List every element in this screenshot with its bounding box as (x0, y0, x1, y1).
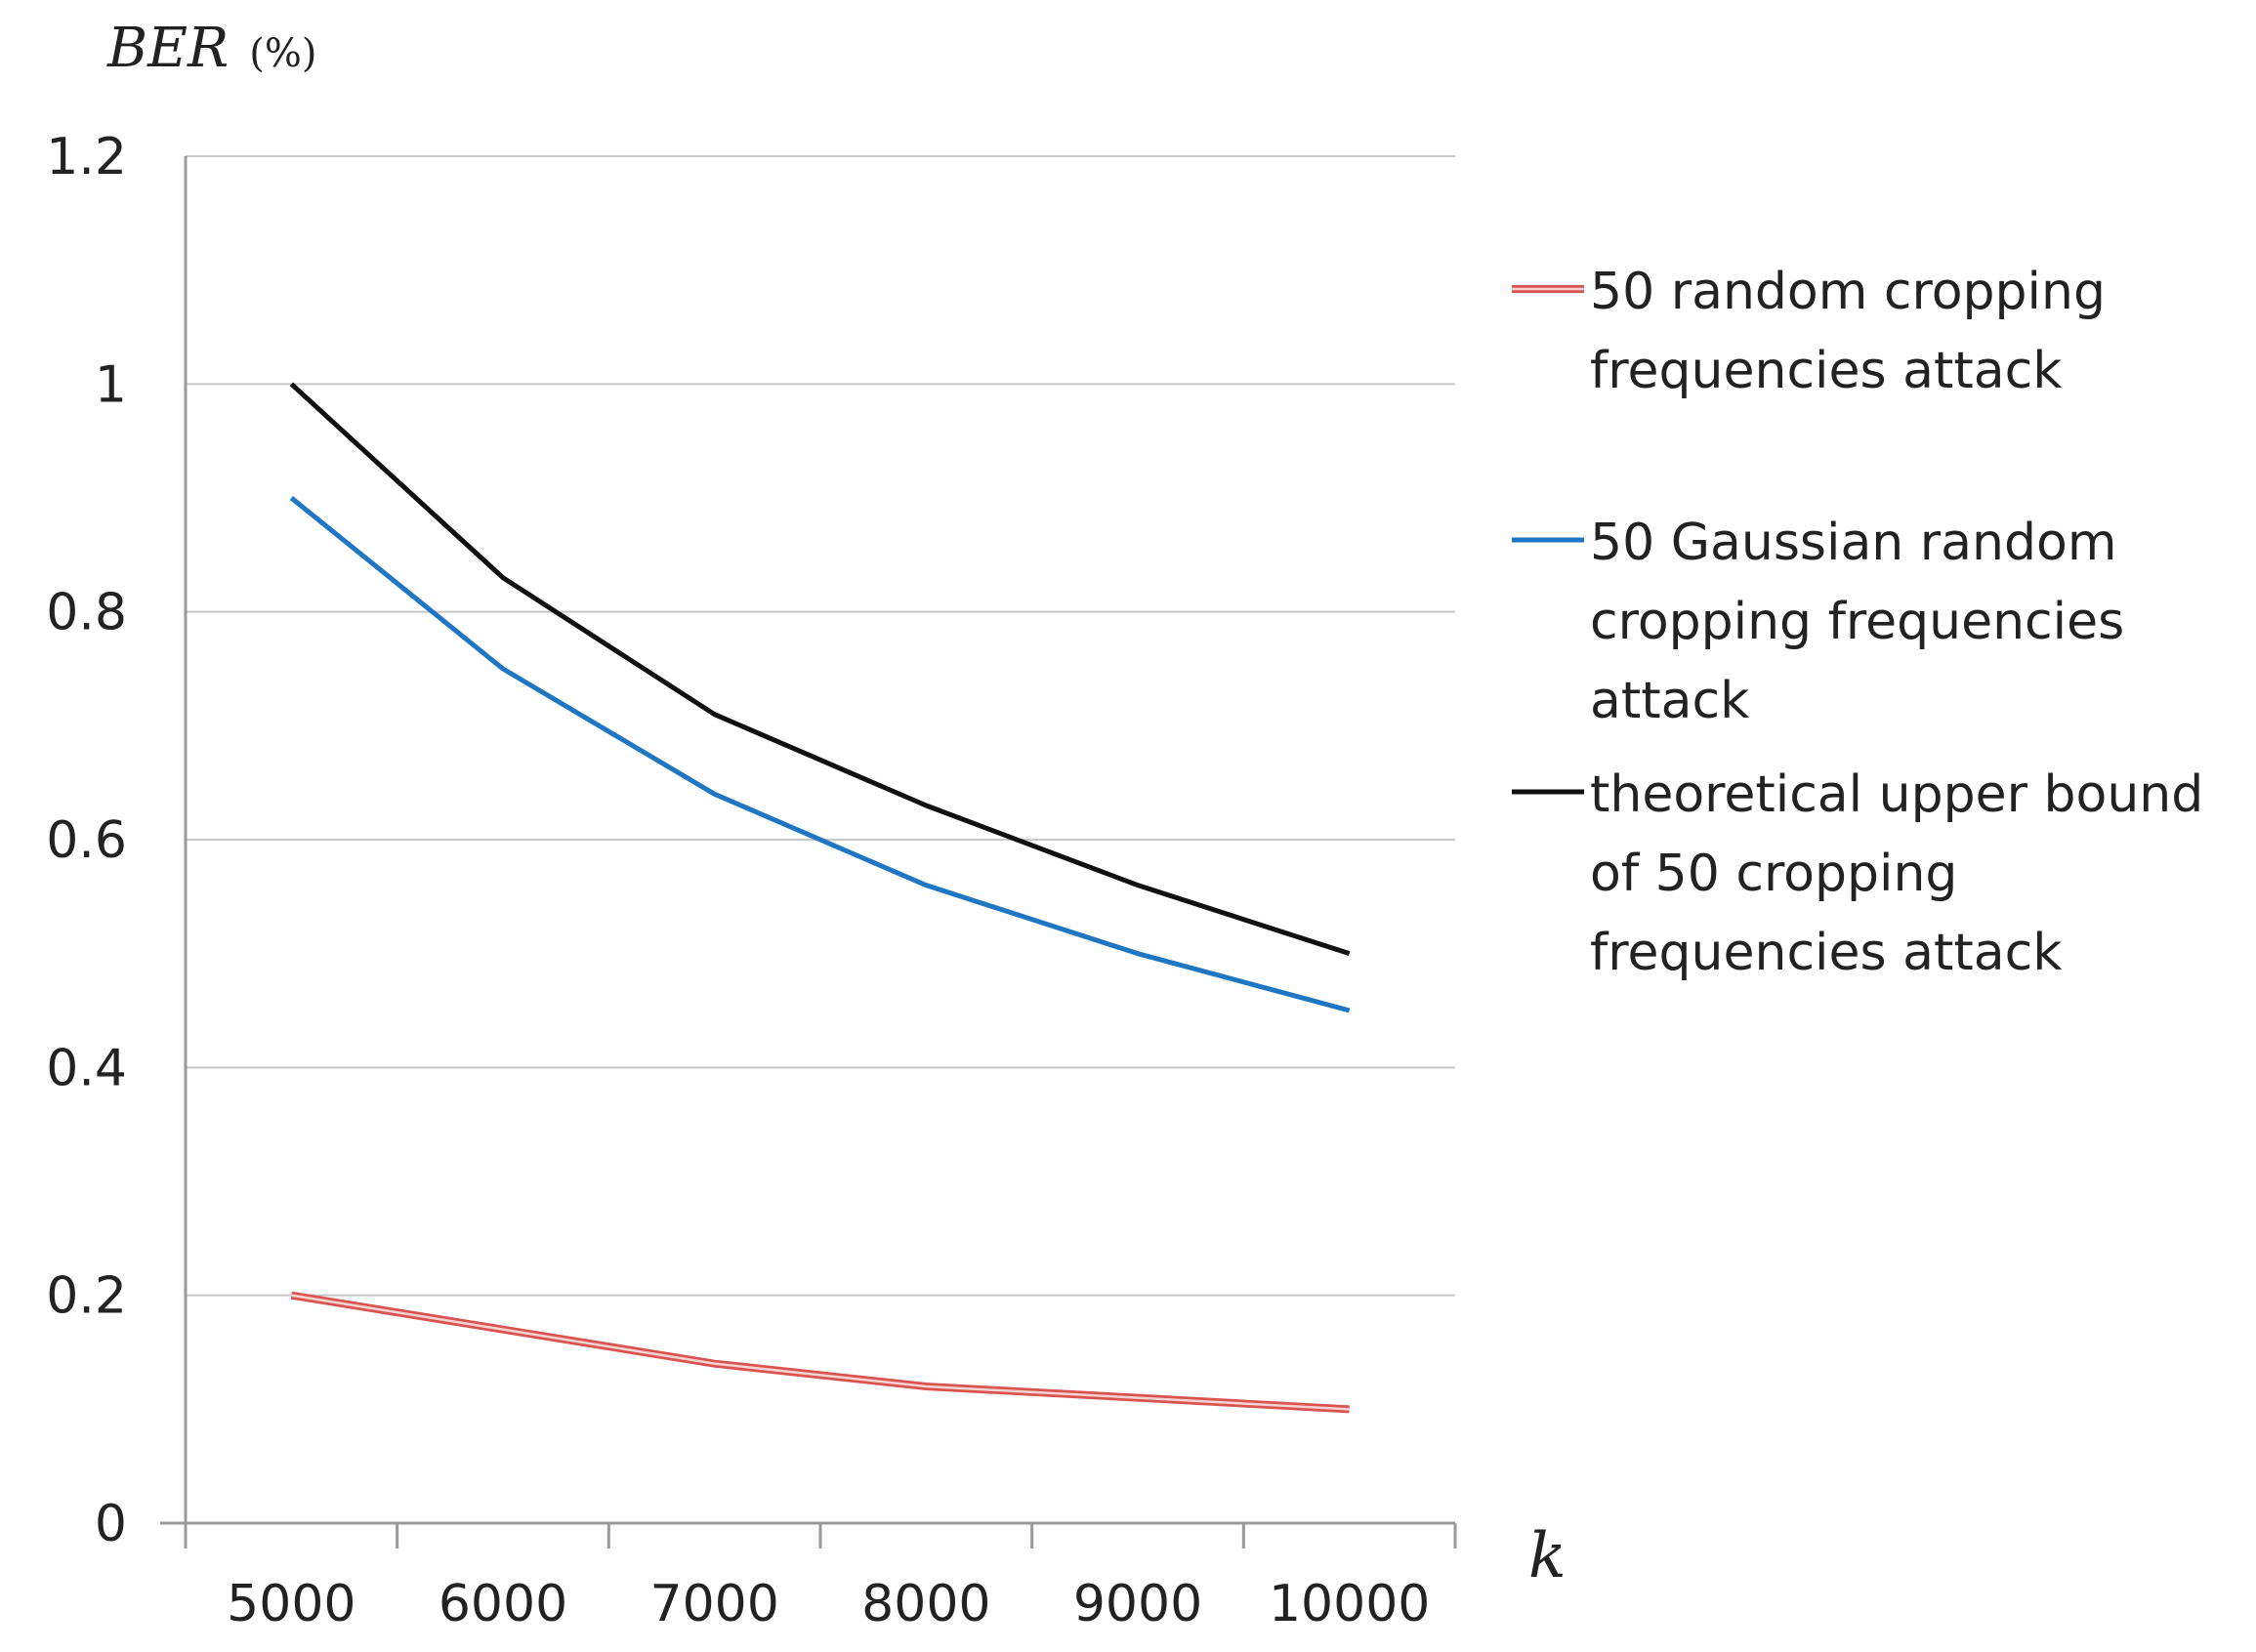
series-lines (289, 382, 1351, 1414)
legend-label-3: theoretical upper bound (1590, 765, 2203, 824)
legend-label-1: frequencies attack (1590, 342, 2062, 400)
legend-label-3: of 50 cropping (1590, 845, 1957, 903)
legend-label-2: 50 Gaussian random (1590, 514, 2116, 572)
gridlines (186, 155, 1455, 1297)
tick-labels: 0 0.2 0.4 0.6 0.8 1 1.2 5000 6000 7000 8000 9000 100… (46, 128, 1430, 1633)
y-axis-label-unit: (%) (249, 31, 316, 76)
legend: 50 random cropping frequencies attack 50 G… (1512, 263, 2203, 982)
legend-label-3: frequencies attack (1590, 924, 2062, 982)
x-tick-label: 5000 (227, 1575, 355, 1633)
y-tick-label: 0.8 (46, 584, 127, 642)
y-tick-label: 0 (95, 1495, 127, 1553)
x-tick-label: 9000 (1073, 1575, 1202, 1633)
legend-label-2: attack (1590, 672, 1749, 730)
axes (160, 156, 1457, 1549)
y-axis-label: BER (%) (106, 17, 317, 80)
x-tick-label: 6000 (439, 1575, 567, 1633)
y-axis-label-main: BER (106, 17, 229, 80)
x-tick-label: 8000 (861, 1575, 990, 1633)
legend-label-2: cropping frequencies (1590, 593, 2124, 651)
series-line-2 (289, 496, 1351, 1013)
y-tick-label: 0.4 (46, 1039, 127, 1097)
y-tick-label: 1.2 (46, 128, 127, 186)
legend-label-1: 50 random cropping (1590, 263, 2106, 321)
y-tick-label: 0.2 (46, 1267, 127, 1326)
x-tick-label: 7000 (649, 1575, 778, 1633)
x-tick-label: 10000 (1269, 1575, 1430, 1633)
series-line-3 (289, 382, 1351, 957)
x-axis-label: k (1528, 1520, 1567, 1592)
series-line-1-core (291, 1294, 1350, 1411)
y-tick-label: 1 (95, 355, 127, 414)
series-line-1 (290, 1291, 1350, 1414)
y-tick-label: 0.6 (46, 811, 127, 870)
